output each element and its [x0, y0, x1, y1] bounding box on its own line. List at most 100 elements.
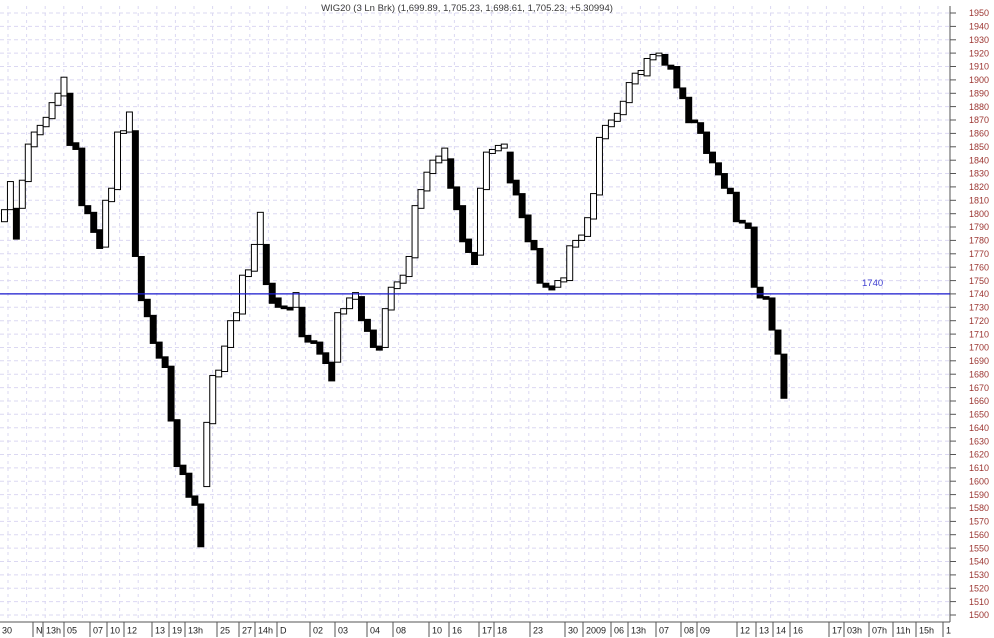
brick-up [411, 205, 419, 259]
x-axis-label: 2009 [586, 626, 606, 636]
y-axis-label: 1750 [969, 276, 989, 286]
brick-down [298, 306, 306, 338]
y-axis-label: 1820 [969, 182, 989, 192]
x-axis-label: N [36, 626, 43, 636]
y-axis-label: 1950 [969, 8, 989, 18]
brick-down [375, 345, 383, 351]
y-axis-label: 1850 [969, 142, 989, 152]
brick-up [637, 70, 645, 76]
y-axis-label: 1780 [969, 236, 989, 246]
y-axis-label: 1720 [969, 316, 989, 326]
brick-up [221, 345, 229, 373]
brick-down [274, 297, 282, 308]
brick-up [30, 131, 38, 148]
bricks-layer [1, 52, 788, 548]
brick-up [250, 243, 258, 272]
x-axis-label: 23 [533, 626, 543, 636]
x-axis-label: 05 [67, 626, 77, 636]
brick-up [256, 211, 264, 245]
y-axis-label: 1730 [969, 303, 989, 313]
trendline-1740-label: 1740 [862, 278, 883, 289]
brick-down [732, 191, 740, 223]
x-axis-label: 12 [127, 626, 137, 636]
brick-up [566, 245, 574, 282]
brick-down [161, 356, 169, 369]
brick-up [203, 421, 211, 488]
brick-down [512, 179, 520, 196]
x-axis-label: 03 [338, 626, 348, 636]
brick-down [703, 131, 711, 154]
brick-down [750, 226, 758, 288]
y-axis-label: 1560 [969, 530, 989, 540]
x-axis-label: 02 [313, 626, 323, 636]
x-axis-label: 25 [220, 626, 230, 636]
x-axis-label: 13 [759, 626, 769, 636]
x-axis-label: 07 [93, 626, 103, 636]
brick-up [18, 179, 26, 209]
brick-up [346, 297, 354, 310]
y-axis-label: 1600 [969, 476, 989, 486]
brick-up [578, 234, 586, 241]
brick-up [631, 72, 639, 85]
x-axis-label: 15h [919, 626, 934, 636]
brick-down [131, 130, 139, 257]
brick-up [393, 281, 401, 290]
brick-up [102, 199, 110, 248]
x-axis-label: 03h [847, 626, 862, 636]
brick-down [84, 205, 92, 215]
brick-up [435, 155, 443, 164]
brick-down [667, 64, 675, 70]
brick-down [143, 298, 151, 318]
brick-up [613, 112, 621, 122]
y-axis-label: 1740 [969, 289, 989, 299]
x-axis-label: 07h [872, 626, 887, 636]
brick-up [352, 292, 359, 300]
y-axis-label: 1680 [969, 369, 989, 379]
y-axis-label: 1770 [969, 249, 989, 259]
horizontal-trendline[interactable]: 1740 [0, 278, 950, 295]
brick-up [417, 189, 425, 209]
brick-up [596, 136, 603, 196]
x-axis-label: 13h [188, 626, 203, 636]
brick-up [429, 159, 437, 175]
brick-down [762, 296, 770, 300]
y-axis-label: 1900 [969, 75, 989, 85]
brick-down [280, 305, 288, 310]
brick-up [655, 52, 663, 57]
brick-down [179, 464, 187, 476]
brick-down [506, 151, 514, 184]
brick-up [399, 274, 407, 284]
brick-down [310, 340, 318, 344]
brick-down [328, 361, 336, 382]
x-axis-label: 1 [946, 626, 951, 636]
brick-down [673, 66, 681, 89]
x-axis-label: 09 [700, 626, 710, 636]
axes-layer: 1950194019301920191019001890188018701860… [0, 6, 989, 637]
brick-up [334, 312, 342, 363]
brick-down [137, 255, 145, 302]
brick-up [405, 255, 413, 278]
brick-down [780, 353, 788, 399]
brick-down [369, 329, 377, 348]
y-axis-label: 1570 [969, 517, 989, 527]
x-axis-label: 10 [110, 626, 120, 636]
x-axis-label: 18 [497, 626, 507, 636]
y-axis-label: 1840 [969, 155, 989, 165]
brick-down [155, 341, 163, 359]
brick-down [697, 122, 705, 134]
brick-down [358, 296, 365, 322]
y-axis-label: 1650 [969, 410, 989, 420]
y-axis-label: 1710 [969, 329, 989, 339]
brick-down [726, 187, 734, 195]
x-axis-label: 04 [370, 626, 380, 636]
brick-up [494, 144, 502, 152]
y-axis-label: 1670 [969, 383, 989, 393]
y-axis-label: 1630 [969, 436, 989, 446]
brick-up [488, 148, 496, 154]
x-axis-label: 17 [482, 626, 492, 636]
brick-down [691, 119, 699, 124]
x-axis-label: 13 [155, 626, 165, 636]
x-axis-label: 10 [432, 626, 442, 636]
brick-up [572, 239, 580, 248]
